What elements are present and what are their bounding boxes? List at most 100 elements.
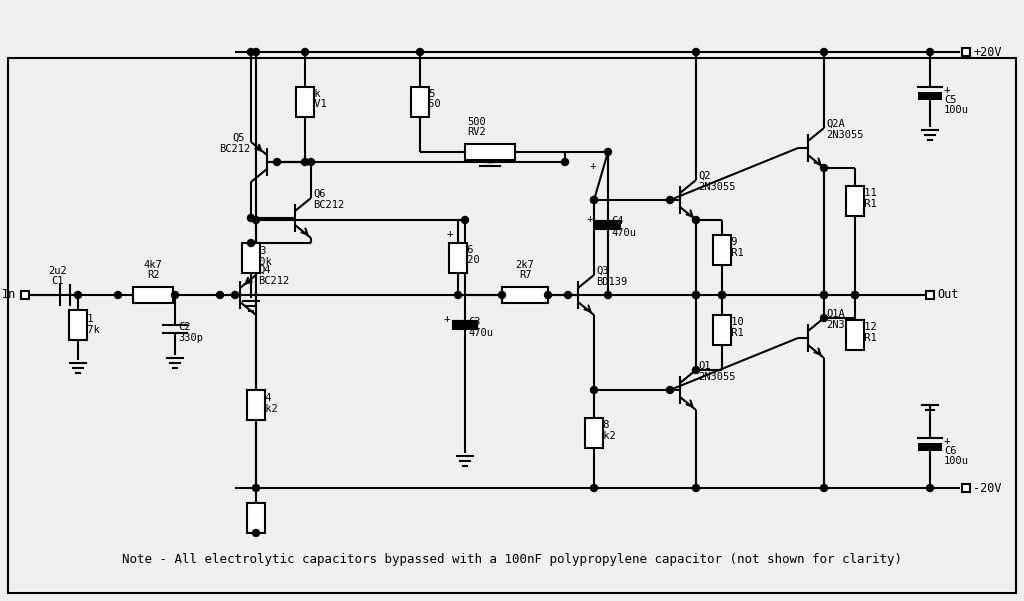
- Text: C5: C5: [944, 95, 956, 105]
- Circle shape: [591, 197, 597, 204]
- Circle shape: [591, 197, 597, 204]
- Text: R6: R6: [461, 245, 473, 255]
- Circle shape: [115, 291, 122, 299]
- Text: 0R1: 0R1: [858, 199, 877, 209]
- Text: R12: R12: [858, 322, 877, 332]
- Circle shape: [719, 291, 725, 299]
- Circle shape: [248, 240, 255, 246]
- Text: R9: R9: [725, 237, 737, 247]
- Circle shape: [692, 291, 699, 299]
- Text: RV2: RV2: [467, 127, 485, 137]
- Text: 220: 220: [461, 255, 480, 265]
- Text: R7: R7: [519, 270, 531, 280]
- Text: RV1: RV1: [308, 99, 327, 109]
- Circle shape: [820, 484, 827, 492]
- Bar: [846, 186, 864, 216]
- Text: -20V: -20V: [973, 481, 1001, 495]
- Circle shape: [561, 159, 568, 165]
- Text: 2u2: 2u2: [48, 266, 68, 276]
- Bar: [713, 315, 731, 345]
- Circle shape: [253, 49, 259, 55]
- Text: C4: C4: [611, 216, 624, 227]
- Text: 2N3055: 2N3055: [698, 182, 735, 192]
- Text: 10k: 10k: [254, 257, 272, 267]
- Circle shape: [231, 291, 239, 299]
- Circle shape: [852, 291, 858, 299]
- Text: 2N3055: 2N3055: [698, 372, 735, 382]
- Circle shape: [667, 197, 674, 204]
- Circle shape: [820, 314, 827, 322]
- Text: C2: C2: [178, 322, 190, 332]
- Bar: [596, 221, 620, 228]
- Bar: [22, 291, 29, 299]
- Circle shape: [591, 386, 597, 394]
- Bar: [846, 320, 864, 350]
- Text: R5: R5: [423, 89, 435, 99]
- Text: 2N3055: 2N3055: [826, 130, 863, 140]
- Circle shape: [820, 291, 827, 299]
- Circle shape: [253, 529, 259, 537]
- Bar: [502, 287, 548, 303]
- Text: Q5: Q5: [232, 133, 245, 143]
- Text: 330p: 330p: [178, 333, 203, 343]
- Text: 0R1: 0R1: [858, 333, 877, 343]
- Text: 2k: 2k: [308, 89, 321, 99]
- Text: 2N3055: 2N3055: [826, 320, 863, 330]
- Bar: [918, 92, 942, 100]
- Text: C3: C3: [468, 317, 480, 327]
- Text: +: +: [590, 161, 597, 171]
- Text: Q1: Q1: [698, 361, 711, 371]
- Bar: [133, 287, 173, 303]
- Circle shape: [692, 367, 699, 373]
- Text: +: +: [443, 314, 450, 324]
- Text: In: In: [2, 288, 16, 302]
- Text: BC212: BC212: [219, 144, 250, 154]
- Circle shape: [692, 291, 699, 299]
- Bar: [411, 87, 429, 117]
- Circle shape: [927, 484, 934, 492]
- Circle shape: [171, 291, 178, 299]
- Circle shape: [820, 165, 827, 171]
- Bar: [962, 484, 970, 492]
- Circle shape: [545, 291, 552, 299]
- Text: +: +: [944, 85, 950, 95]
- Text: +: +: [447, 229, 454, 239]
- Text: R4: R4: [259, 393, 271, 403]
- Text: Q4: Q4: [258, 265, 270, 275]
- Circle shape: [667, 386, 674, 394]
- Circle shape: [417, 49, 424, 55]
- Bar: [465, 144, 515, 160]
- Text: R11: R11: [858, 188, 877, 198]
- Text: 47k: 47k: [81, 325, 99, 335]
- Text: 0R1: 0R1: [725, 328, 743, 338]
- Text: R8: R8: [597, 420, 609, 430]
- Bar: [926, 291, 934, 299]
- Circle shape: [273, 159, 281, 165]
- Circle shape: [253, 484, 259, 492]
- Bar: [962, 48, 970, 56]
- Bar: [247, 390, 265, 420]
- Text: R3: R3: [254, 246, 266, 256]
- Circle shape: [248, 49, 255, 55]
- Bar: [585, 418, 603, 448]
- Text: 500: 500: [467, 117, 485, 127]
- Text: 150: 150: [423, 99, 441, 109]
- Text: C1: C1: [52, 276, 65, 286]
- Circle shape: [564, 291, 571, 299]
- Text: Q2: Q2: [698, 171, 711, 181]
- Bar: [453, 321, 477, 329]
- Circle shape: [604, 291, 611, 299]
- Text: BC212: BC212: [258, 276, 289, 286]
- Circle shape: [248, 215, 255, 222]
- Text: 470u: 470u: [468, 328, 493, 338]
- Circle shape: [591, 484, 597, 492]
- Text: C6: C6: [944, 446, 956, 456]
- Text: Q3: Q3: [596, 266, 608, 276]
- Circle shape: [852, 291, 858, 299]
- Text: 100u: 100u: [944, 456, 969, 466]
- Text: R2: R2: [146, 270, 160, 280]
- Bar: [247, 503, 265, 533]
- Text: 0R1: 0R1: [725, 248, 743, 258]
- Text: +20V: +20V: [973, 46, 1001, 58]
- Circle shape: [462, 216, 469, 224]
